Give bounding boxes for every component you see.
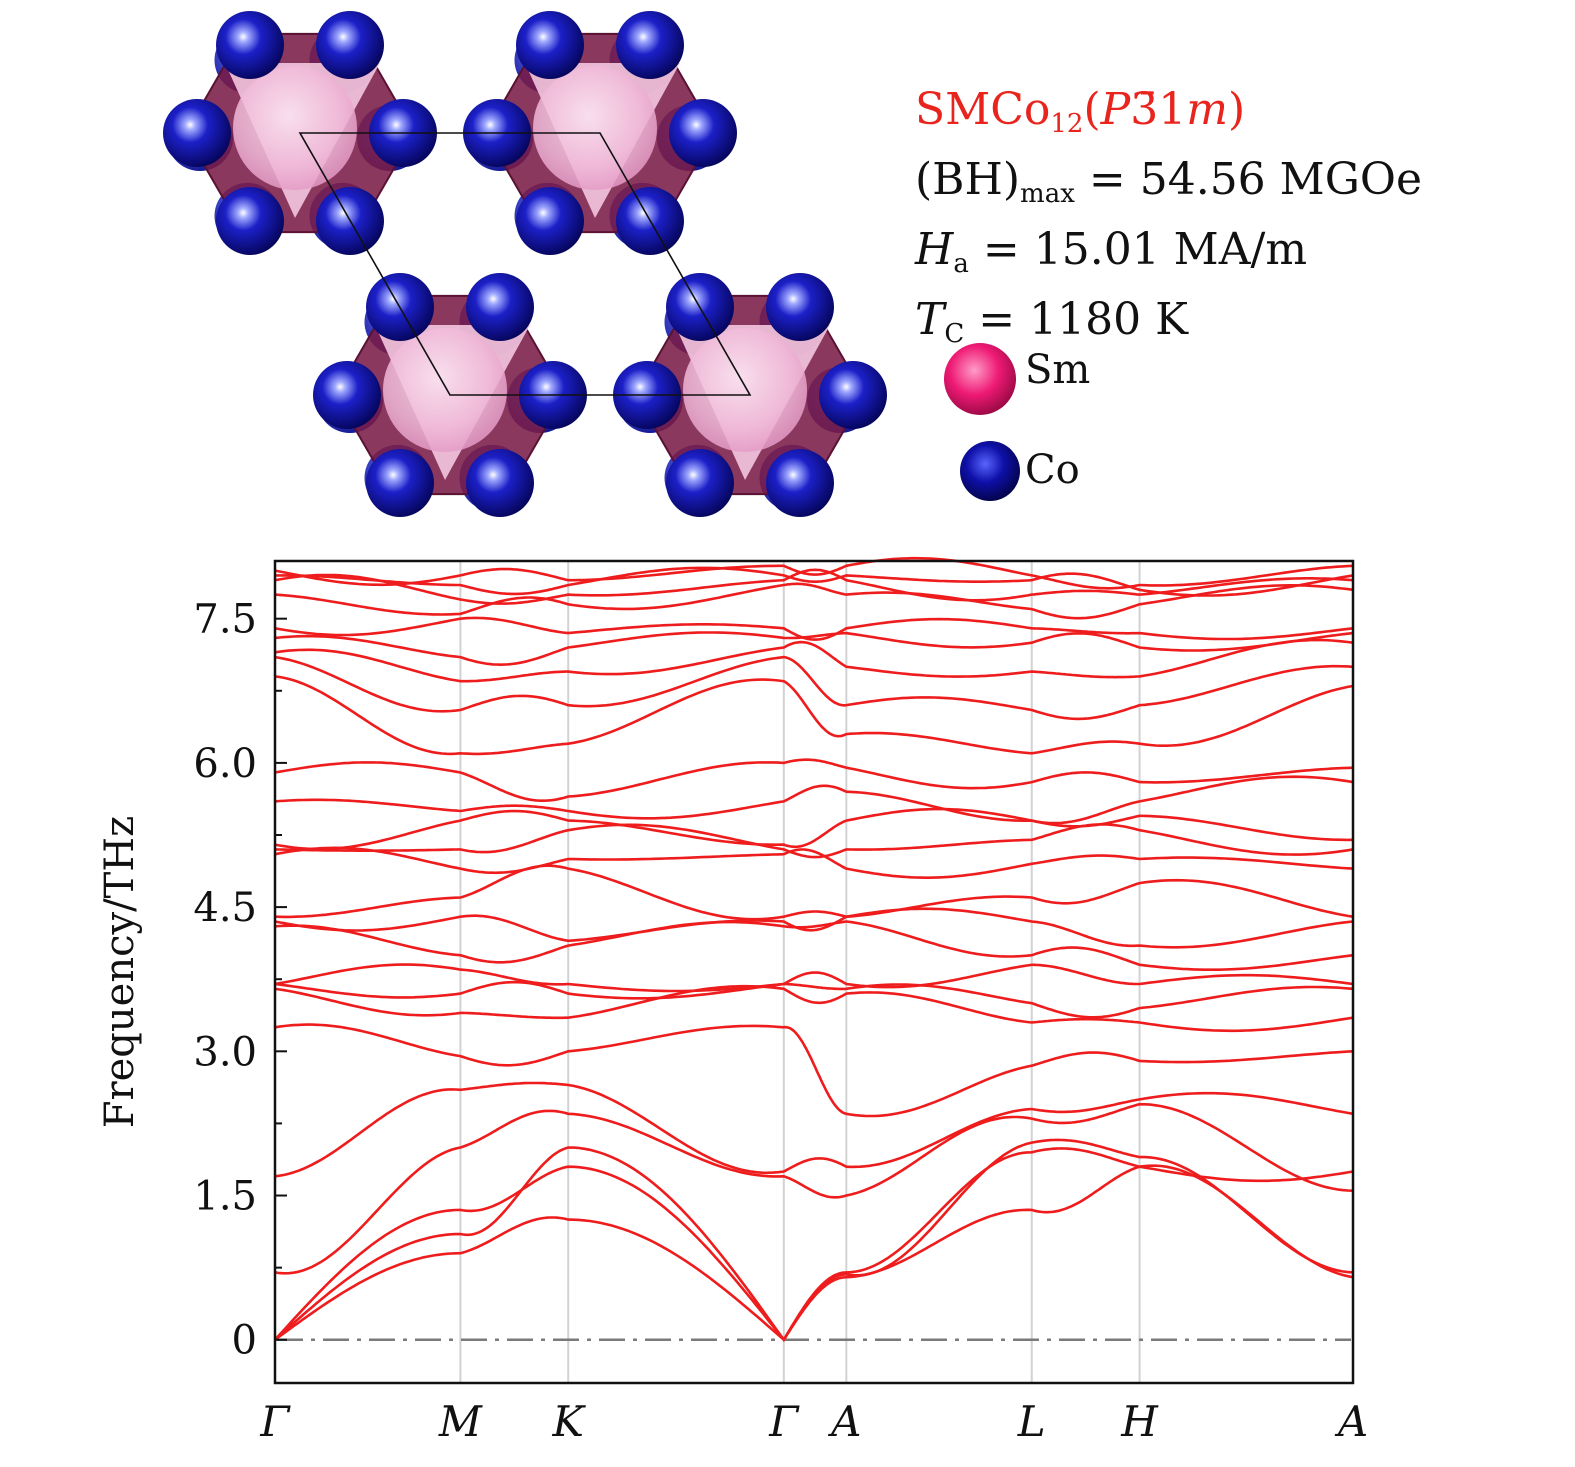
x-tick-label: H: [1120, 1397, 1159, 1446]
co-atom: [466, 449, 534, 517]
co-atom: [766, 449, 834, 517]
phonon-band-9: [274, 963, 1354, 993]
unit-cell-outline: [298, 132, 752, 396]
space-group-m: m: [1186, 84, 1228, 135]
y-tick-label: 0: [232, 1318, 257, 1364]
y-tick-label: 6.0: [193, 741, 257, 787]
x-tick-label: A: [827, 1397, 861, 1446]
y-tick-label: 3.0: [193, 1029, 257, 1075]
phonon-band-20: [274, 638, 1354, 683]
y-tick-label: 1.5: [193, 1174, 257, 1220]
sm-atom: [383, 328, 507, 452]
phonon-band-2: [274, 1138, 1354, 1343]
co-atom: [516, 187, 584, 255]
co-atom: [766, 273, 834, 341]
x-tick-label: M: [438, 1397, 483, 1446]
phonon-band-19: [274, 655, 1354, 721]
info-panel: SMCo12(P3̄1m) (BH)max = 54.56 MGOe Ha = …: [915, 82, 1422, 501]
co-atom: [669, 99, 737, 167]
phonon-band-21: [274, 631, 1354, 667]
energy-product: (BH)max = 54.56 MGOe: [915, 152, 1422, 222]
phonon-band-8: [274, 980, 1354, 1019]
phonon-band-15: [274, 807, 1354, 851]
co-atom: [819, 361, 887, 429]
ha-symbol: H: [915, 224, 954, 275]
phonon-band-25: [275, 566, 1354, 597]
co-atom: [316, 11, 384, 79]
phonon-band-4: [274, 1102, 1354, 1275]
space-group-number: 3̄1: [1130, 84, 1187, 135]
phonon-band-12: [274, 864, 1354, 921]
y-tick-label: 4.5: [193, 885, 257, 931]
co-atom: [516, 11, 584, 79]
sm-atom-icon: [944, 343, 1016, 415]
bh-subscript: max: [1020, 179, 1075, 209]
co-atom: [366, 449, 434, 517]
phonon-band-23: [274, 582, 1354, 620]
sm-label: Sm: [1025, 347, 1091, 393]
x-tick-label: Γ: [259, 1397, 291, 1446]
tc-subscript: C: [944, 319, 965, 349]
phonon-band-3: [274, 1147, 1354, 1342]
sm-co-cluster: [463, 11, 737, 255]
crystal-structure-illustration: [163, 11, 887, 517]
formula-paren-close: ): [1227, 84, 1246, 135]
y-axis-label: Frequency/THz: [97, 816, 143, 1128]
formula-base: SMCo: [915, 84, 1051, 135]
phonon-band-11: [274, 907, 1354, 949]
phonon-band-7: [274, 984, 1354, 1033]
curie-temperature: TC = 1180 K: [915, 292, 1422, 362]
co-atom: [163, 99, 231, 167]
phonon-band-10: [274, 920, 1354, 971]
phonon-band-13: [274, 846, 1354, 879]
bh-value: = 54.56 MGOe: [1074, 154, 1422, 205]
x-tick-label: K: [552, 1397, 587, 1446]
co-label: Co: [1025, 447, 1080, 493]
phonon-band-24: [274, 568, 1354, 605]
co-atom: [216, 187, 284, 255]
sm-atom: [683, 328, 807, 452]
compound-formula: SMCo12(P3̄1m): [915, 82, 1422, 152]
x-tick-label: L: [1017, 1397, 1046, 1446]
sm-co-cluster: [313, 273, 587, 517]
anisotropy-field: Ha = 15.01 MA/m: [915, 222, 1422, 292]
plot-frame: [273, 559, 1355, 1385]
x-tick-label: Γ: [768, 1397, 800, 1446]
co-atom: [666, 449, 734, 517]
tc-value: = 1180 K: [964, 294, 1188, 345]
co-atom: [313, 361, 381, 429]
y-axis-label-container: Frequency/THz: [97, 816, 143, 1128]
x-tick-label: A: [1334, 1397, 1368, 1446]
y-tick-label: 7.5: [193, 597, 257, 643]
phonon-band-26: [274, 556, 1354, 590]
co-atom: [466, 273, 534, 341]
formula-subscript: 12: [1050, 109, 1084, 139]
phonon-band-22: [274, 616, 1354, 641]
co-atom: [216, 11, 284, 79]
phonon-band-5: [274, 1081, 1354, 1178]
phonon-band-16: [274, 775, 1354, 825]
co-atom: [616, 11, 684, 79]
phonon-band-14: [274, 823, 1354, 859]
ha-value: = 15.01 MA/m: [968, 224, 1308, 275]
sm-atom: [233, 66, 357, 190]
phonon-band-17: [274, 758, 1354, 802]
phonon-band-18: [274, 675, 1354, 756]
tc-symbol: T: [915, 294, 945, 345]
ha-subscript: a: [953, 249, 969, 279]
sm-atom: [533, 66, 657, 190]
bh-label: (BH): [915, 154, 1021, 205]
phonon-band-6: [274, 1023, 1354, 1118]
formula-paren-open: (: [1083, 84, 1101, 135]
co-atom-icon: [960, 441, 1020, 501]
space-group-p: P: [1100, 84, 1131, 135]
